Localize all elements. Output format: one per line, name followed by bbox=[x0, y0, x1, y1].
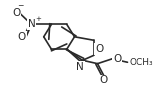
Text: N: N bbox=[28, 19, 35, 29]
Text: −: − bbox=[17, 1, 23, 10]
Text: +: + bbox=[35, 16, 41, 22]
Text: O: O bbox=[95, 44, 103, 54]
Text: O: O bbox=[113, 54, 121, 64]
Text: O: O bbox=[12, 8, 21, 18]
Text: O: O bbox=[100, 75, 108, 85]
Text: N: N bbox=[76, 62, 84, 72]
Text: O: O bbox=[18, 32, 26, 42]
Text: OCH₃: OCH₃ bbox=[129, 58, 153, 67]
